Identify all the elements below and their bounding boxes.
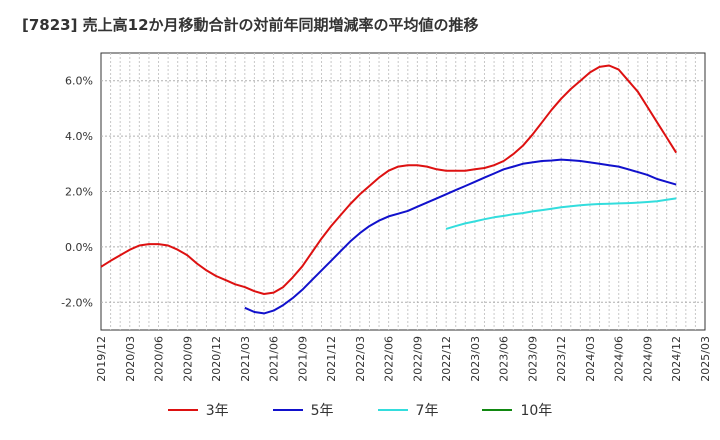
- y-tick-label: 6.0%: [65, 75, 93, 88]
- legend-swatch: [482, 409, 513, 411]
- legend-label: 10年: [520, 403, 553, 419]
- series-line-7年: [445, 197, 677, 230]
- x-tick-label: 2022/06: [383, 336, 396, 382]
- legend-label: 5年: [310, 403, 334, 419]
- x-tick-label: 2022/03: [354, 336, 367, 382]
- x-tick-label: 2019/12: [95, 336, 108, 382]
- x-tick-label: 2023/12: [555, 336, 568, 382]
- y-tick-label: -2.0%: [61, 296, 93, 309]
- legend-label: 3年: [205, 403, 229, 419]
- legend-item: 10年: [482, 400, 552, 420]
- y-tick-label: 0.0%: [65, 241, 93, 254]
- x-tick-label: 2024/12: [670, 336, 683, 382]
- x-tick-label: 2021/09: [296, 336, 309, 382]
- chart-title: [7823] 売上高12か月移動合計の対前年同期増減率の平均値の推移: [22, 16, 479, 34]
- x-tick-label: 2020/03: [124, 336, 137, 382]
- x-tick-label: 2020/06: [153, 336, 166, 382]
- x-tick-label: 2023/03: [469, 336, 482, 382]
- x-tick-label: 2025/03: [699, 336, 712, 382]
- series-layer: [100, 64, 678, 315]
- legend-item: 7年: [377, 400, 439, 420]
- x-tick-label: 2024/03: [584, 336, 597, 382]
- x-tick-label: 2024/06: [613, 336, 626, 382]
- legend-item: 5年: [272, 400, 334, 420]
- x-tick-label: 2021/03: [239, 336, 252, 382]
- x-tick-label: 2020/09: [181, 336, 194, 382]
- y-tick-label: 4.0%: [65, 130, 93, 143]
- series-line-5年: [244, 158, 677, 315]
- x-tick-label: 2022/09: [411, 336, 424, 382]
- x-tick-label: 2023/09: [526, 336, 539, 382]
- x-tick-label: 2020/12: [210, 336, 223, 382]
- legend-swatch: [377, 409, 408, 411]
- axis-layer: -2.0% 0.0% 2.0% 4.0% 6.0% 2019/12 2020/03 2020/…: [61, 75, 712, 382]
- y-tick-label: 2.0%: [65, 186, 93, 199]
- legend-label: 7年: [415, 403, 439, 419]
- grid-layer: [101, 53, 705, 330]
- legend-item: 3年: [167, 400, 229, 420]
- legend: 3年 5年 7年 10年: [0, 400, 720, 420]
- legend-swatch: [272, 409, 303, 411]
- x-tick-label: 2021/12: [325, 336, 338, 382]
- x-tick-label: 2024/09: [641, 336, 654, 382]
- x-tick-label: 2021/06: [268, 336, 281, 382]
- x-tick-label: 2023/06: [498, 336, 511, 382]
- legend-swatch: [167, 409, 198, 411]
- series-line-3年: [100, 64, 678, 295]
- x-tick-label: 2022/12: [440, 336, 453, 382]
